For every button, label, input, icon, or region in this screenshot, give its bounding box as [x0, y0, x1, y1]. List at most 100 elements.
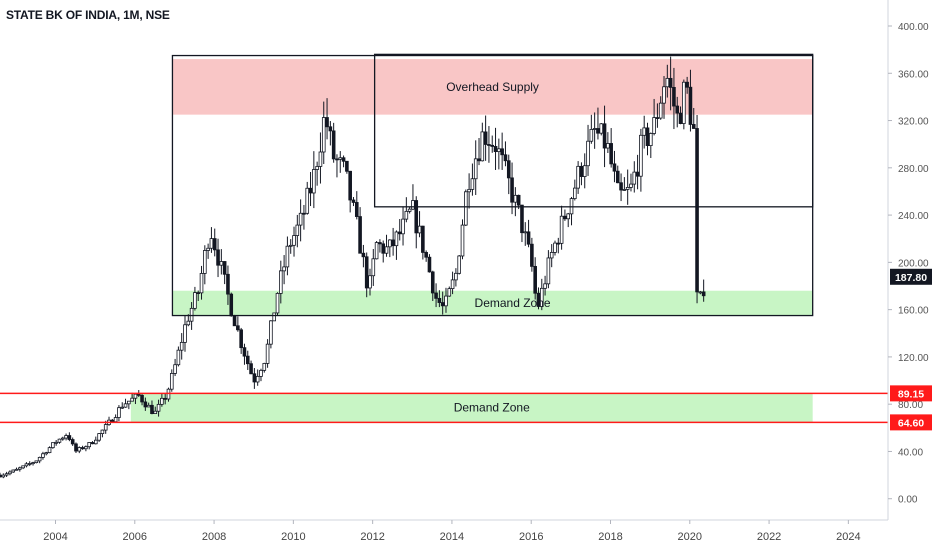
candle-body	[698, 291, 703, 294]
candle-body	[658, 102, 663, 119]
candle	[315, 161, 319, 186]
x-tick-label: 2012	[360, 531, 384, 543]
candle-body	[487, 144, 491, 146]
candle-body	[60, 437, 65, 440]
candle	[579, 162, 584, 186]
candle	[331, 122, 336, 163]
candle	[269, 320, 273, 349]
candle	[625, 169, 630, 205]
candle	[305, 181, 310, 215]
candle	[288, 239, 293, 254]
candle	[470, 163, 475, 196]
candle-body	[236, 325, 240, 331]
candle-body	[288, 244, 293, 247]
candle-body	[573, 187, 577, 199]
candle-body	[292, 235, 296, 246]
candle-body	[242, 347, 247, 357]
candle	[226, 265, 230, 305]
candle	[338, 151, 343, 173]
x-tick-label: 2024	[836, 531, 860, 543]
candle-body	[64, 435, 68, 439]
candle	[549, 244, 554, 268]
candle	[57, 438, 62, 444]
candle	[312, 151, 316, 209]
candle-body	[589, 128, 594, 142]
candle-body	[70, 439, 75, 445]
candle-body	[57, 438, 62, 443]
candle-body	[18, 467, 22, 470]
candle	[8, 470, 12, 476]
candle	[285, 236, 290, 276]
candle	[292, 226, 296, 257]
candle	[682, 79, 686, 130]
candle	[645, 122, 650, 156]
candle	[592, 112, 597, 149]
candle	[678, 106, 683, 125]
candle	[47, 446, 52, 454]
candle-body	[649, 133, 653, 147]
support-price-label-1-bg	[890, 414, 932, 431]
y-tick-label: 80.00	[898, 400, 923, 411]
candle-body	[189, 307, 194, 322]
candle	[701, 279, 706, 302]
candle	[130, 392, 134, 402]
candle	[612, 150, 617, 183]
candle	[467, 173, 471, 209]
candle	[649, 132, 653, 159]
candle	[232, 314, 237, 327]
candle-body	[411, 200, 415, 210]
candle-body	[612, 163, 617, 172]
candle-body	[255, 375, 260, 383]
candle-body	[41, 453, 45, 458]
candle-body	[645, 127, 650, 147]
candle	[658, 96, 663, 120]
candle	[18, 466, 22, 472]
candle	[480, 122, 485, 162]
candle-body	[457, 255, 461, 274]
candle	[169, 369, 174, 392]
candle	[308, 171, 313, 207]
candle-body	[183, 324, 187, 343]
candle-body	[163, 397, 167, 400]
candle	[539, 278, 544, 311]
candle-body	[285, 245, 290, 268]
candle-body	[586, 140, 590, 167]
candle	[437, 290, 442, 308]
candle-body	[678, 112, 683, 124]
candle	[60, 436, 65, 441]
candle-body	[312, 169, 316, 194]
candle-body	[622, 189, 627, 191]
candle	[615, 165, 620, 184]
candle-body	[143, 401, 148, 408]
candle-body	[665, 77, 670, 88]
candle-body	[176, 349, 181, 366]
candle	[573, 179, 577, 201]
candle-body	[90, 442, 95, 445]
candle-body	[345, 160, 349, 172]
candle	[341, 155, 346, 168]
candle-body	[338, 157, 343, 160]
candle	[11, 469, 16, 473]
candle	[27, 461, 32, 467]
candle-body	[34, 460, 39, 464]
candle	[70, 437, 75, 446]
candle	[358, 207, 362, 254]
current-price-label-bg	[890, 268, 932, 285]
candle-body	[701, 291, 706, 297]
candle-body	[675, 105, 680, 114]
demand-zone-label: Demand Zone	[475, 296, 551, 310]
candle	[414, 196, 419, 249]
candle	[374, 241, 379, 260]
candle-body	[625, 187, 630, 190]
y-tick-label: 200.00	[898, 258, 929, 269]
candle	[427, 254, 432, 273]
candle-body	[609, 143, 613, 165]
candle-body	[173, 364, 177, 374]
candle-body	[364, 256, 369, 289]
candle	[546, 250, 551, 289]
candle-body	[606, 143, 610, 149]
candle-body	[691, 124, 696, 129]
candle	[203, 245, 207, 285]
candle	[388, 239, 392, 258]
